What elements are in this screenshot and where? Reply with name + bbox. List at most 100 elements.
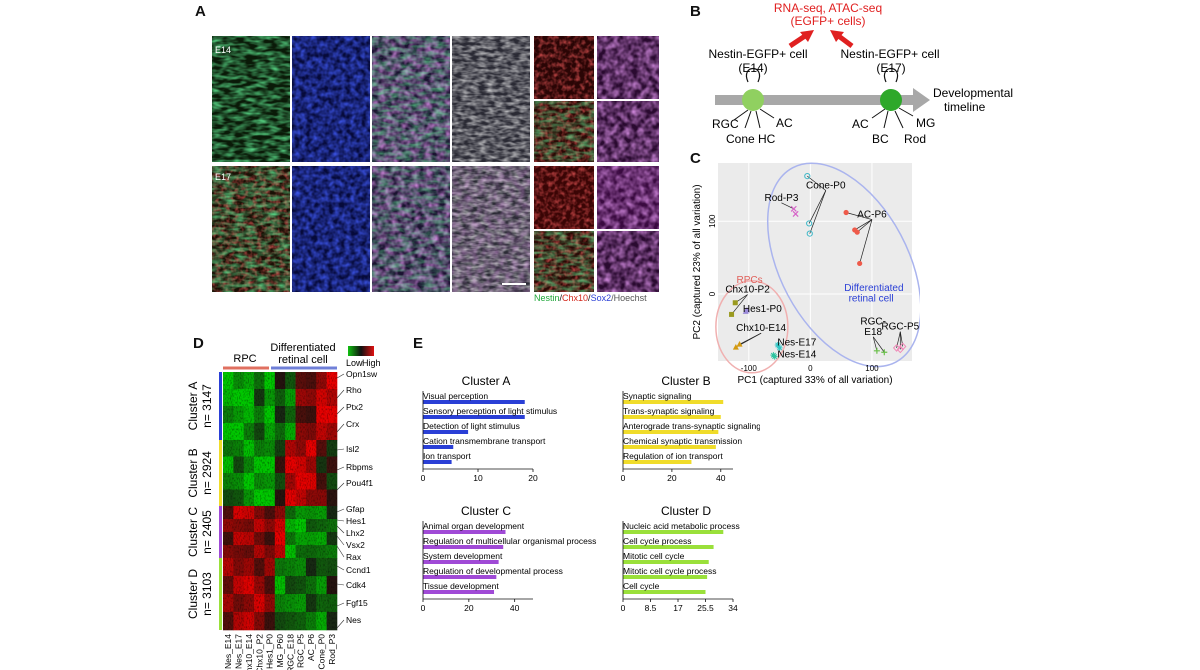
cluster-bar	[219, 558, 222, 630]
gene-connector	[336, 519, 345, 522]
cluster-bar	[219, 372, 222, 440]
go-x-tick-label: 0	[621, 473, 626, 483]
go-term-label: Regulation of multicellular organismal p…	[423, 536, 596, 546]
sequencing-label: RNA-seq, ATAC-seq	[774, 1, 882, 15]
fate-arrow	[744, 110, 752, 129]
gene-label: Isl2	[346, 444, 360, 454]
gene-connector	[336, 602, 345, 607]
gene-connector	[336, 545, 345, 558]
fate-hc: HC	[758, 132, 776, 146]
fate-arrow	[759, 108, 775, 119]
microscopy-grid	[212, 36, 659, 292]
sample-label: Hes1_P0	[265, 634, 275, 669]
group-diff-label-bottom: retinal cell	[278, 354, 328, 366]
age-right: (E17)	[876, 61, 905, 75]
cell-left-label: Nestin-EGFP+ cell	[708, 47, 807, 61]
gene-label: Rbpms	[346, 462, 373, 472]
y-tick-label: 100	[708, 214, 717, 228]
go-bar	[423, 590, 495, 594]
sample-label: RGC_E18	[285, 634, 295, 670]
go-term-label: Synaptic signaling	[623, 391, 692, 401]
sample-label: Cone_P0	[316, 634, 326, 670]
go-bar	[423, 575, 497, 579]
cluster-bar	[219, 440, 222, 506]
go-term-label: Mitotic cell cycle process	[623, 566, 717, 576]
go-chart-title: Cluster C	[461, 504, 511, 518]
label-connector	[781, 202, 794, 210]
gene-label: Ccnd1	[346, 565, 371, 575]
timeline-label-1: Developmental	[933, 86, 1013, 100]
point-rgc-p5	[899, 342, 907, 351]
go-x-tick-label: 8.5	[645, 603, 657, 613]
point-ac-p6	[843, 209, 849, 216]
point-nes-e14	[771, 353, 778, 360]
label-connector	[854, 219, 873, 231]
group-diff-label-2: retinal cell	[849, 293, 894, 304]
rpc-ellipse	[715, 280, 789, 374]
fate-arrow	[755, 110, 761, 129]
cluster-count: n= 3147	[200, 384, 214, 428]
heatmap-texture	[223, 372, 337, 630]
go-x-tick-label: 10	[473, 473, 483, 483]
gene-connector	[336, 619, 345, 629]
fate-mg: MG	[916, 116, 935, 130]
group-diff-label-top: Differentiated	[270, 342, 335, 354]
gene-connector	[336, 389, 345, 399]
color-scale-high: High	[362, 358, 381, 368]
fate-rod: Rod	[904, 132, 926, 146]
go-term-label: Anterograde trans-synaptic signaling	[623, 421, 760, 431]
gene-connector	[336, 565, 345, 571]
fate-ac-left: AC	[776, 116, 793, 130]
go-enrichment-charts: Cluster A Visual perception Sensory percep…	[421, 374, 760, 613]
gene-label: Nes	[346, 615, 361, 625]
go-bar	[423, 460, 452, 464]
go-bar	[623, 575, 708, 579]
point-chx10-e14	[736, 341, 743, 347]
panel-label-a: A	[195, 3, 206, 20]
cluster-count: n= 2405	[200, 510, 214, 554]
self-renewal-loop-right	[883, 68, 899, 83]
label-connector	[739, 332, 762, 345]
go-bar	[423, 445, 454, 449]
legend-chx10: Chx10	[562, 293, 589, 303]
go-term-label: Regulation of developmental process	[423, 566, 563, 576]
cell-e14	[742, 89, 764, 111]
egfp-label: (EGFP+ cells)	[790, 14, 865, 28]
point-chx10-e14	[732, 343, 739, 350]
cluster-name: Cluster A	[186, 382, 200, 431]
go-bar	[623, 530, 724, 534]
go-term-label: Mitotic cell cycle	[623, 551, 685, 561]
timeline-bar	[715, 95, 913, 105]
go-chart-3: Cluster C Animal organ development Regulat…	[421, 504, 597, 613]
label-connector	[872, 336, 885, 353]
fate-rgc: RGC	[712, 117, 739, 131]
go-term-label: Nucleic acid metabolic process	[623, 521, 740, 531]
go-term-label: Ion transport	[423, 451, 471, 461]
sample-label: Nes_E17	[234, 634, 244, 669]
cell-right-label: Nestin-EGFP+ cell	[840, 47, 939, 61]
go-term-label: Cation transmembrane transport	[423, 436, 546, 446]
fate-ac-right: AC	[852, 117, 869, 131]
point-rod-p3	[790, 205, 797, 212]
point-label: Chx10-P2	[725, 285, 770, 296]
group-rpcs-label: RPCs	[736, 275, 762, 286]
cluster-bar	[219, 506, 222, 558]
gene-connector	[336, 583, 345, 586]
gene-label: Gfap	[346, 504, 365, 514]
go-x-tick-label: 40	[510, 603, 520, 613]
point-cone-p0	[804, 173, 811, 180]
go-chart-1: Cluster A Visual perception Sensory percep…	[421, 374, 558, 483]
fate-arrow	[898, 107, 914, 117]
go-bar	[423, 560, 499, 564]
point-label: Chx10-E14	[736, 323, 786, 334]
row-label-e14: E14	[215, 45, 232, 55]
label-connector	[808, 190, 827, 224]
go-x-tick-label: 0	[421, 473, 426, 483]
point-rgc-p5	[892, 343, 901, 352]
point-label: E18	[864, 327, 882, 338]
label-connector	[846, 212, 873, 220]
point-nes-e17	[776, 344, 783, 351]
gene-label: Hes1	[346, 516, 366, 526]
gene-connector	[336, 406, 345, 415]
timeline-label-2: timeline	[944, 100, 986, 114]
